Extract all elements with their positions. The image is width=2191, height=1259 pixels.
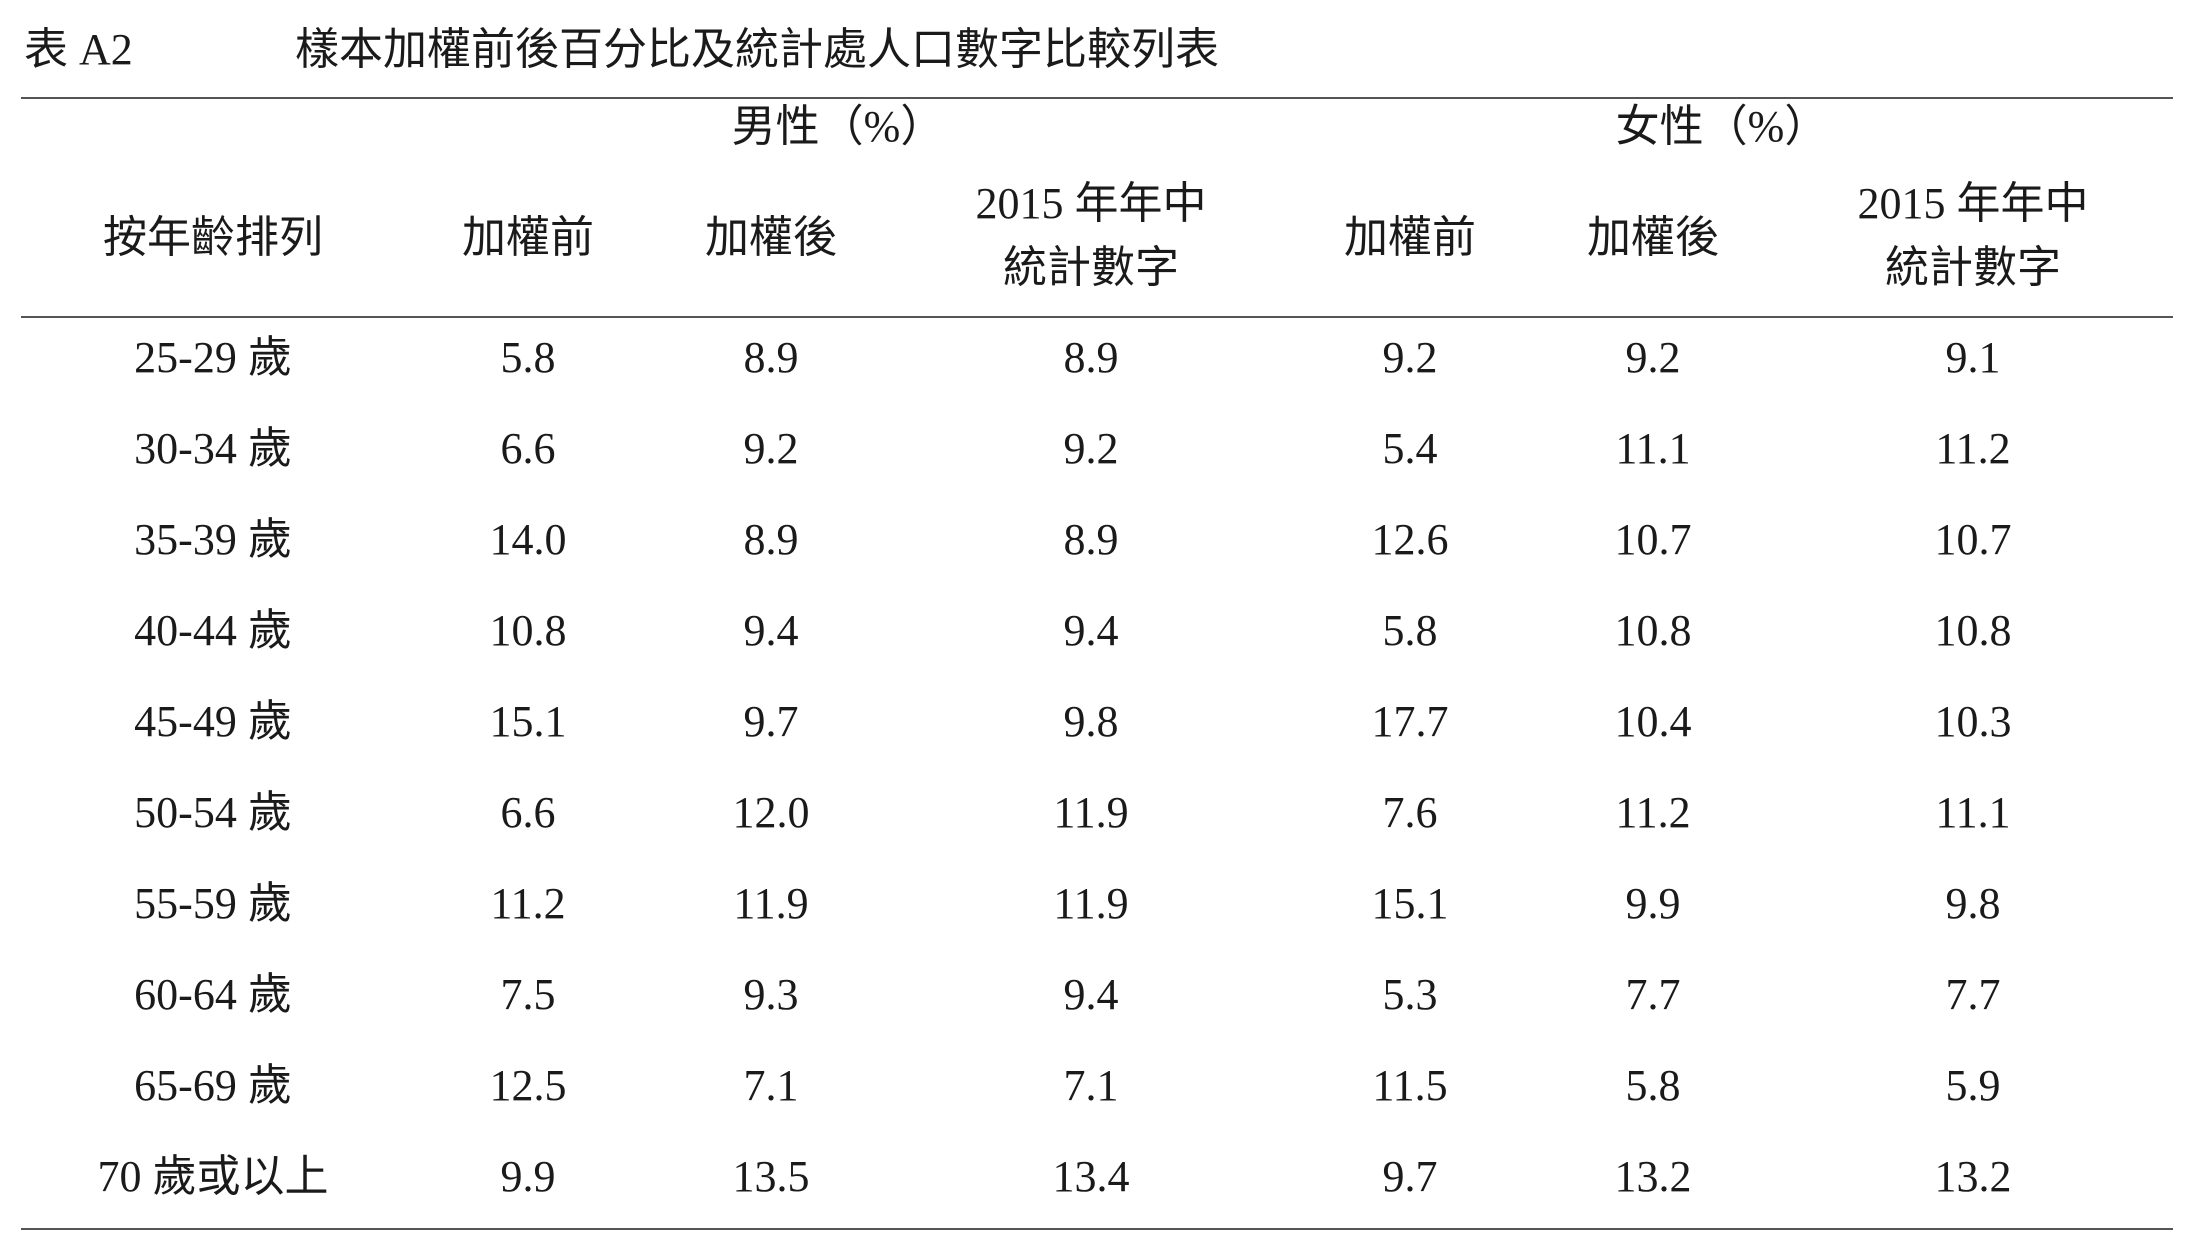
cell: 11.2	[1615, 788, 1690, 837]
cell: 6.6	[501, 424, 556, 473]
cell: 5.4	[1383, 424, 1438, 473]
cell: 10.3	[1935, 697, 2012, 746]
row-label: 55-59 歲	[134, 879, 292, 928]
row-label: 25-29 歲	[134, 333, 292, 382]
cell: 9.8	[1064, 697, 1119, 746]
cell: 12.5	[490, 1061, 567, 1110]
column-header: 2015 年年中	[1858, 179, 2089, 228]
cell: 10.7	[1935, 515, 2012, 564]
cell: 8.9	[744, 333, 799, 382]
row-label: 65-69 歲	[134, 1061, 292, 1110]
cell: 11.5	[1372, 1061, 1447, 1110]
row-label: 70 歲或以上	[98, 1152, 329, 1201]
cell: 13.4	[1053, 1152, 1130, 1201]
group-header: 男性（%）	[732, 102, 945, 151]
cell: 7.7	[1626, 970, 1681, 1019]
table-title: 樣本加權前後百分比及統計處人口數字比較列表	[295, 25, 1219, 74]
cell: 17.7	[1372, 697, 1449, 746]
cell: 9.7	[744, 697, 799, 746]
cell: 12.0	[733, 788, 810, 837]
column-header: 統計數字	[1003, 243, 1179, 292]
column-header: 按年齡排列	[103, 213, 323, 262]
cell: 9.4	[1064, 606, 1119, 655]
cell: 12.6	[1372, 515, 1449, 564]
cell: 14.0	[490, 515, 567, 564]
cell: 9.2	[1383, 333, 1438, 382]
cell: 11.2	[490, 879, 565, 928]
cell: 11.2	[1935, 424, 2010, 473]
cell: 9.1	[1946, 333, 2001, 382]
cell: 7.1	[744, 1061, 799, 1110]
row-label: 45-49 歲	[134, 697, 292, 746]
group-header: 女性（%）	[1616, 102, 1829, 151]
row-label: 40-44 歲	[134, 606, 292, 655]
cell: 8.9	[1064, 515, 1119, 564]
cell: 9.2	[1064, 424, 1119, 473]
cell: 11.9	[1053, 788, 1128, 837]
cell: 7.5	[501, 970, 556, 1019]
cell: 9.9	[501, 1152, 556, 1201]
cell: 10.4	[1615, 697, 1692, 746]
column-header: 加權後	[1587, 213, 1719, 262]
cell: 11.9	[733, 879, 808, 928]
cell: 5.8	[1383, 606, 1438, 655]
cell: 13.2	[1615, 1152, 1692, 1201]
cell: 10.7	[1615, 515, 1692, 564]
row-label: 60-64 歲	[134, 970, 292, 1019]
cell: 6.6	[501, 788, 556, 837]
cell: 9.4	[744, 606, 799, 655]
cell: 9.7	[1383, 1152, 1438, 1201]
table-label: 表 A2	[24, 25, 133, 74]
cell: 13.2	[1935, 1152, 2012, 1201]
cell: 7.6	[1383, 788, 1438, 837]
column-header: 加權前	[462, 213, 594, 262]
row-label: 35-39 歲	[134, 515, 292, 564]
cell: 5.8	[501, 333, 556, 382]
cell: 13.5	[733, 1152, 810, 1201]
cell: 9.4	[1064, 970, 1119, 1019]
cell: 5.3	[1383, 970, 1438, 1019]
row-label: 30-34 歲	[134, 424, 292, 473]
cell: 9.8	[1946, 879, 2001, 928]
cell: 8.9	[744, 515, 799, 564]
row-label: 50-54 歲	[134, 788, 292, 837]
cell: 15.1	[1372, 879, 1449, 928]
cell: 7.1	[1064, 1061, 1119, 1110]
cell: 5.8	[1626, 1061, 1681, 1110]
column-header: 加權前	[1344, 213, 1476, 262]
cell: 9.3	[744, 970, 799, 1019]
cell: 11.1	[1615, 424, 1690, 473]
cell: 11.9	[1053, 879, 1128, 928]
cell: 9.9	[1626, 879, 1681, 928]
column-header: 2015 年年中	[976, 179, 1207, 228]
cell: 10.8	[1935, 606, 2012, 655]
column-header: 統計數字	[1885, 243, 2061, 292]
cell: 11.1	[1935, 788, 2010, 837]
cell: 10.8	[1615, 606, 1692, 655]
cell: 7.7	[1946, 970, 2001, 1019]
cell: 5.9	[1946, 1061, 2001, 1110]
cell: 15.1	[490, 697, 567, 746]
cell: 9.2	[744, 424, 799, 473]
cell: 9.2	[1626, 333, 1681, 382]
cell: 10.8	[490, 606, 567, 655]
column-header: 加權後	[705, 213, 837, 262]
cell: 8.9	[1064, 333, 1119, 382]
